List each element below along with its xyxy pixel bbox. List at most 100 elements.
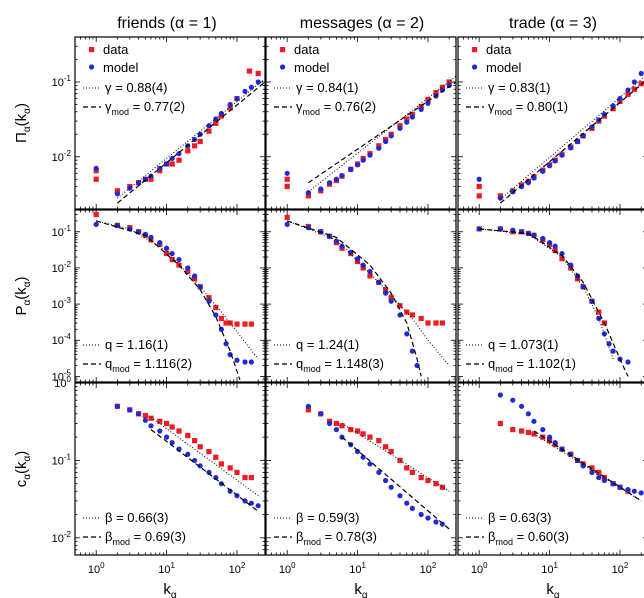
panel-r0-c0: 10-2 10-1 data model γ = 0.88(4) γmod = 0.77(… — [52, 36, 266, 210]
data-point — [169, 256, 175, 263]
fit-line-dotted — [341, 423, 450, 492]
column-title-messages: messages (α = 2) — [300, 15, 424, 32]
data-point — [333, 420, 339, 427]
model-point — [418, 106, 424, 113]
axis-labels: Πα(kα) Pα(kα) cα(kα) kα kα kα — [13, 103, 560, 598]
data-point — [234, 469, 240, 476]
model-point — [148, 423, 154, 429]
fit-line-dotted — [533, 433, 642, 502]
panel-r2-c0: 100 101 102 10-2 10-1 100 β = 0.66(3) βmod = 0.… — [52, 375, 266, 576]
panel-r0-c1: data model γ = 0.84(1) γmod = 0.76(2) — [265, 36, 457, 210]
data-point — [284, 176, 290, 182]
x-axis-label-col0: kα — [163, 581, 177, 598]
fit-annotations: γ = 0.83(1) γmod = 0.80(1) — [466, 80, 568, 117]
model-point — [497, 392, 503, 398]
model-point — [568, 145, 574, 151]
model-point — [397, 125, 403, 131]
fit-annotation: γ = 0.83(1) — [488, 80, 551, 95]
legend: data model — [472, 42, 522, 75]
model-point — [242, 359, 248, 365]
fit-annotation-model: qmod = 1.116(2) — [105, 356, 192, 374]
model-point — [206, 469, 212, 476]
data-point — [114, 188, 120, 194]
fit-annotations: β = 0.59(3) βmod = 0.78(3) — [274, 510, 377, 547]
model-point — [163, 161, 170, 167]
y-tick-label: 10-1 — [52, 224, 72, 239]
ticks — [265, 382, 456, 556]
model-point — [127, 407, 133, 413]
data-point — [93, 211, 99, 218]
model-point — [625, 486, 631, 493]
y-tick-label: 10-1 — [52, 74, 72, 89]
data-point — [223, 320, 229, 326]
legend-model-label: model — [486, 60, 522, 75]
y-tick-label: 10-1 — [52, 452, 72, 467]
data-point — [367, 273, 373, 279]
model-point — [397, 493, 403, 499]
model-point — [439, 87, 445, 93]
x-tick-label: 100 — [471, 561, 488, 576]
legend-model-marker — [280, 64, 286, 70]
model-point — [348, 166, 354, 172]
data-point — [596, 309, 602, 315]
model-point — [546, 434, 553, 440]
panel-frame — [74, 36, 266, 210]
model-point — [93, 221, 99, 227]
panel-r1-c2: q = 1.073(1) qmod = 1.102(1) — [457, 209, 644, 383]
model-point — [135, 411, 142, 417]
fit-annotations: q = 1.16(1) qmod = 1.116(2) — [83, 337, 192, 374]
fit-line-dotted — [308, 75, 456, 193]
model-point — [333, 176, 339, 182]
model-point — [305, 190, 311, 196]
data-point — [213, 304, 219, 311]
ticks — [457, 36, 644, 210]
x-tick-label: 101 — [158, 561, 175, 576]
data-point — [185, 268, 191, 275]
data-point — [397, 457, 403, 464]
data-point — [476, 183, 482, 190]
data-point — [176, 157, 182, 163]
data-point — [284, 214, 290, 220]
model-point — [354, 448, 361, 455]
fit-line-dashed — [96, 220, 241, 381]
data-point — [367, 434, 373, 440]
model-point — [518, 403, 525, 409]
data-point — [169, 161, 175, 167]
y-axis-label-row0: Πα(kα) — [13, 103, 33, 143]
model-point — [255, 503, 261, 509]
data-point — [625, 91, 631, 98]
x-tick-label: 101 — [349, 561, 366, 576]
panel-r1-c0: 10-5 10-4 10-3 10-2 10-1 q = 1.16(1) qmod = 1.… — [52, 209, 266, 383]
fit-annotation: γ = 0.88(4) — [105, 80, 168, 95]
data-point — [433, 320, 439, 326]
data-point — [418, 103, 424, 110]
panel-r0-c2: data model γ = 0.83(1) γmod = 0.80(1) — [457, 36, 644, 210]
fit-annotations: q = 1.073(1) qmod = 1.102(1) — [466, 337, 576, 374]
model-point — [248, 359, 254, 365]
model-point — [197, 463, 203, 469]
model-point — [404, 331, 410, 337]
model-point — [601, 331, 607, 337]
model-point — [227, 488, 233, 494]
model-point — [169, 439, 175, 446]
model-point — [157, 428, 163, 434]
fit-line-dashed — [479, 228, 629, 377]
panel-r2-c2: 100 101 102 β = 0.63(3) βmod = 0.60(3) — [457, 382, 644, 576]
model-point — [192, 273, 198, 279]
model-point — [318, 411, 324, 417]
model-point — [360, 454, 366, 460]
legend: data model — [280, 42, 330, 75]
legend-data-marker — [472, 47, 478, 53]
x-tick-label: 100 — [279, 561, 296, 576]
data-point — [418, 474, 424, 481]
model-point — [367, 461, 373, 467]
data-point — [192, 276, 198, 282]
model-point — [114, 222, 120, 229]
fit-line-dashed — [308, 81, 456, 184]
model-point — [589, 469, 595, 476]
model-point — [625, 359, 631, 365]
model-point — [185, 451, 191, 457]
data-point — [93, 176, 99, 182]
data-point — [213, 454, 219, 460]
fit-line-dotted — [479, 228, 614, 360]
